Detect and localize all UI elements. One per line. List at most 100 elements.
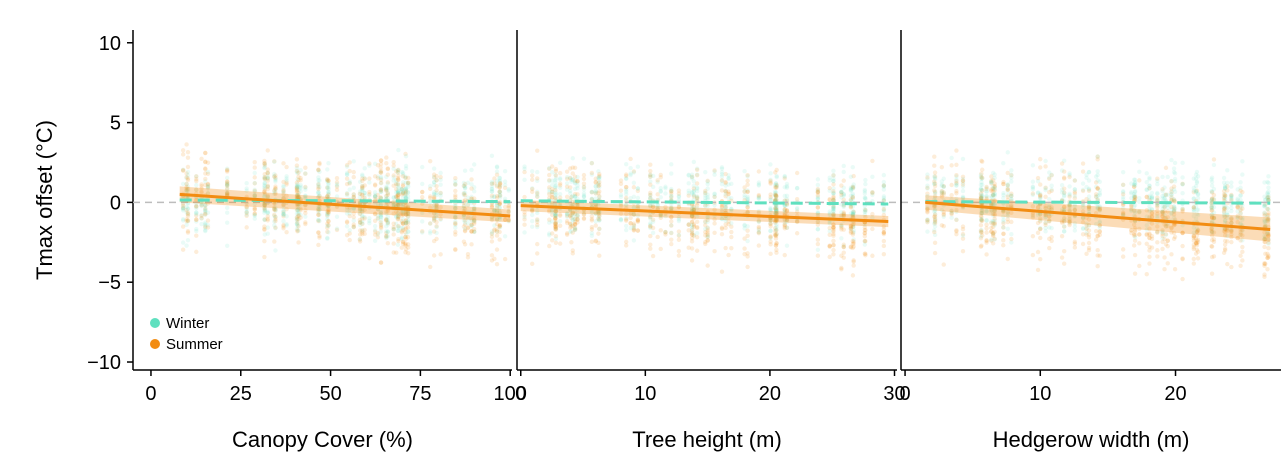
winter-point <box>669 230 674 236</box>
winter-point <box>1120 190 1126 195</box>
summer-point <box>205 181 211 187</box>
winter-point <box>434 212 439 218</box>
summer-point <box>185 213 191 219</box>
winter-point <box>557 160 563 165</box>
summer-point <box>694 248 700 253</box>
winter-point <box>635 195 641 201</box>
winter-point <box>1163 232 1169 238</box>
winter-point <box>205 210 211 215</box>
y-tick-label: 5 <box>110 113 121 135</box>
summer-point <box>502 256 508 262</box>
winter-point <box>438 177 443 183</box>
winter-point <box>395 203 401 208</box>
winter-point <box>989 180 994 185</box>
winter-point <box>1162 185 1167 190</box>
summer-point <box>669 219 674 224</box>
summer-point <box>1001 221 1006 226</box>
winter-point <box>400 189 406 195</box>
winter-point <box>347 179 352 184</box>
summer-point <box>367 176 372 181</box>
winter-point <box>756 194 762 200</box>
winter-point <box>1047 196 1052 202</box>
winter-point <box>984 188 989 194</box>
winter-point <box>281 209 286 214</box>
summer-point <box>1265 266 1270 272</box>
summer-point <box>1165 243 1170 249</box>
summer-point <box>881 243 887 249</box>
winter-point <box>406 229 411 235</box>
summer-point <box>1038 165 1043 170</box>
summer-point <box>1086 245 1092 251</box>
summer-point <box>378 177 384 183</box>
winter-point <box>535 218 540 223</box>
summer-point <box>203 159 208 164</box>
summer-point <box>497 185 502 190</box>
summer-point <box>384 161 389 166</box>
summer-point <box>1229 264 1234 270</box>
summer-point <box>252 175 257 180</box>
summer-point <box>400 239 406 244</box>
winter-point <box>185 211 191 217</box>
summer-point <box>396 177 401 182</box>
winter-point <box>385 214 391 219</box>
x-tick-label: 20 <box>1164 383 1186 405</box>
winter-point <box>553 183 559 188</box>
winter-point <box>597 217 602 223</box>
summer-point <box>703 222 708 228</box>
winter-point <box>489 153 495 159</box>
summer-point <box>954 229 959 234</box>
summer-point <box>403 234 408 240</box>
summer-point <box>391 159 396 165</box>
summer-point <box>281 192 286 197</box>
winter-point <box>203 223 208 228</box>
winter-point <box>362 190 367 196</box>
winter-point <box>705 181 710 187</box>
summer-point <box>461 239 467 244</box>
winter-point <box>351 185 356 190</box>
summer-point <box>403 234 408 239</box>
winter-point <box>395 213 401 218</box>
winter-point <box>205 184 211 190</box>
winter-point <box>1059 182 1065 188</box>
winter-point <box>357 208 363 213</box>
summer-point <box>199 213 204 219</box>
summer-point <box>618 188 624 193</box>
summer-point <box>262 158 267 164</box>
summer-point <box>400 212 406 217</box>
summer-point <box>960 174 966 179</box>
summer-point <box>326 218 331 224</box>
winter-point <box>194 182 199 188</box>
summer-point <box>394 182 399 187</box>
summer-point <box>344 220 350 225</box>
summer-point <box>375 176 381 181</box>
summer-point <box>252 205 257 211</box>
summer-point <box>989 225 994 231</box>
summer-point <box>863 238 868 244</box>
winter-point <box>360 172 365 177</box>
summer-point <box>1080 161 1086 166</box>
winter-point <box>180 181 186 187</box>
winter-point <box>768 228 773 234</box>
summer-point <box>827 232 832 237</box>
winter-point <box>1172 160 1178 166</box>
summer-point <box>281 214 286 219</box>
summer-point <box>1191 256 1197 262</box>
summer-point <box>729 245 734 251</box>
winter-point <box>663 186 668 191</box>
summer-point <box>960 249 966 254</box>
winter-point <box>691 159 697 165</box>
winter-point <box>262 192 267 197</box>
summer-point <box>453 215 458 220</box>
winter-point <box>1180 182 1185 187</box>
winter-point <box>1097 188 1102 193</box>
winter-point <box>831 168 836 173</box>
winter-point <box>1229 184 1234 189</box>
summer-point <box>941 223 946 229</box>
summer-point <box>395 169 401 175</box>
winter-point <box>396 202 401 208</box>
summer-point <box>569 240 574 245</box>
winter-point <box>375 174 381 179</box>
winter-point <box>252 180 257 186</box>
summer-point <box>296 174 301 179</box>
summer-point <box>954 189 959 194</box>
